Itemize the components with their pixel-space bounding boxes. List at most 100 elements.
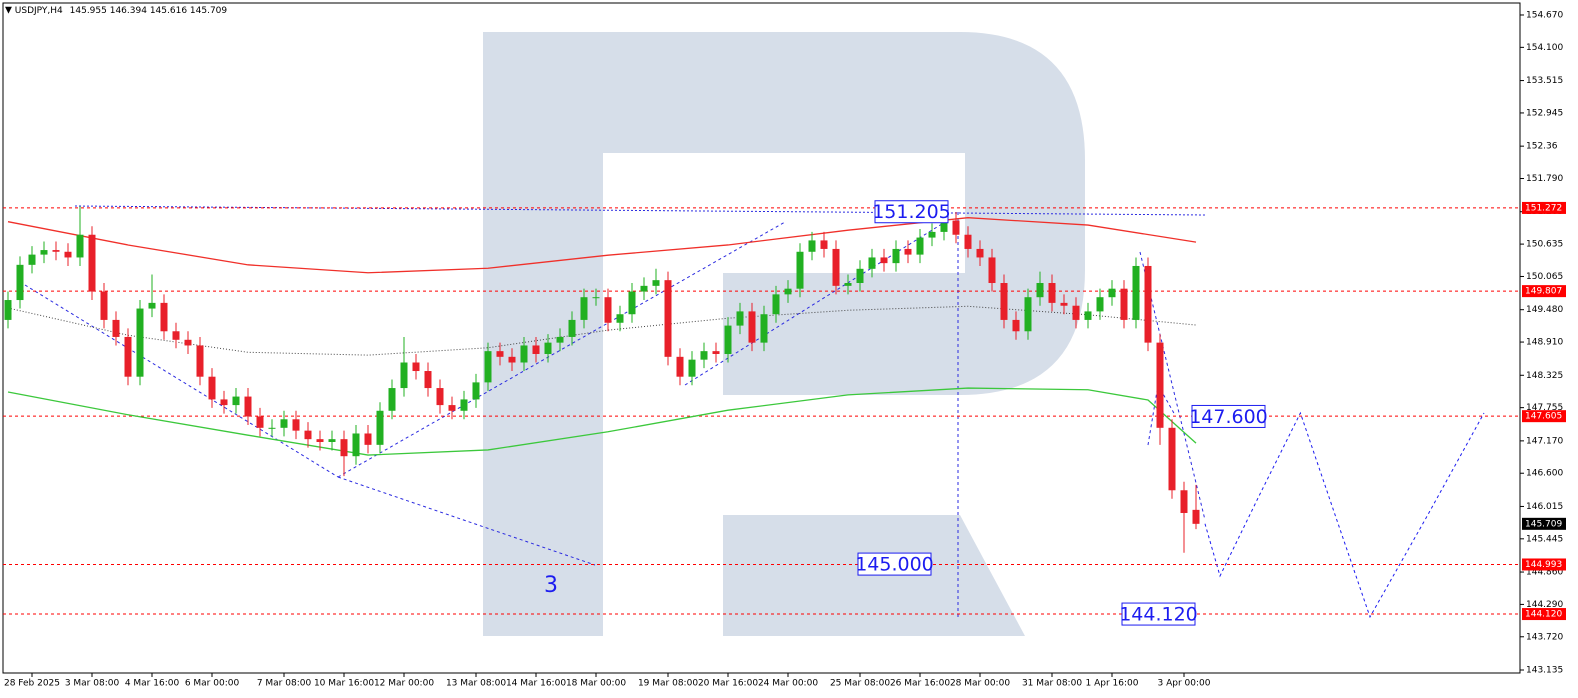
annotation-label: 144.120	[1119, 604, 1198, 626]
level-label-box	[1522, 201, 1566, 214]
x-tick-label: 3 Mar 08:00	[65, 679, 120, 689]
candle-body	[880, 257, 888, 264]
candle-body	[328, 439, 336, 443]
candle-body	[976, 248, 984, 258]
x-tick-label: 19 Mar 08:00	[638, 679, 698, 689]
annotation-label: 147.600	[1189, 406, 1268, 428]
candle-body	[736, 311, 744, 326]
level-label-box	[1522, 410, 1566, 423]
y-tick-label: 152.945	[1526, 108, 1563, 118]
candle-body	[712, 351, 720, 354]
high: 146.394	[110, 6, 147, 16]
candle-body	[1168, 427, 1176, 491]
wave-line	[337, 221, 786, 478]
level-label-box	[1522, 558, 1566, 571]
plot-frame	[2, 2, 1521, 674]
candle-body	[628, 291, 636, 315]
x-tick-label: 4 Mar 16:00	[125, 679, 180, 689]
y-tick-label: 146.015	[1526, 502, 1563, 512]
candle-body	[124, 336, 132, 377]
candle-body	[808, 240, 816, 252]
candle-body	[580, 297, 588, 320]
candle-body	[496, 351, 504, 357]
close: 145.709	[190, 6, 227, 16]
candle-body	[268, 427, 276, 429]
candle-body	[1036, 283, 1044, 298]
candle-body	[76, 234, 84, 258]
candle-body	[1108, 288, 1116, 298]
candle-body	[160, 302, 168, 332]
candle-body	[964, 234, 972, 249]
candle-body	[772, 294, 780, 315]
candle-body	[472, 382, 480, 400]
x-tick-label: 28 Mar 00:00	[950, 679, 1010, 689]
candle-body	[832, 248, 840, 286]
annotation-label: 145.000	[855, 554, 934, 576]
candle-body	[148, 302, 156, 309]
x-tick-label: 7 Mar 08:00	[257, 679, 312, 689]
candle-body	[796, 251, 804, 289]
x-tick-label: 14 Mar 16:00	[506, 679, 566, 689]
candle-body	[136, 308, 144, 377]
candle-body	[748, 311, 756, 343]
candle-body	[532, 345, 540, 354]
annotation-box	[1191, 404, 1266, 428]
candle-body	[1060, 302, 1068, 306]
candle-body	[1072, 305, 1080, 320]
candle-body	[652, 280, 660, 286]
candle-body	[940, 220, 948, 232]
candle-body	[448, 405, 456, 411]
x-tick-label: 6 Mar 00:00	[185, 679, 240, 689]
y-tick-label: 143.135	[1526, 665, 1563, 675]
x-tick-label: 24 Mar 00:00	[758, 679, 818, 689]
candle-body	[1000, 283, 1008, 320]
candle-body	[916, 237, 924, 255]
y-tick-label: 150.635	[1526, 240, 1563, 250]
candle-body	[1144, 265, 1152, 343]
x-tick-label: 18 Mar 00:00	[566, 679, 626, 689]
candle-body	[352, 433, 360, 457]
wave-line	[1139, 251, 1206, 521]
level-label: 147.605	[1525, 412, 1562, 422]
candle-body	[1024, 297, 1032, 332]
candle-body	[1096, 297, 1104, 312]
candle-body	[592, 297, 600, 299]
candle-body	[16, 264, 24, 301]
candle-body	[88, 234, 96, 292]
candle-body	[4, 300, 12, 320]
candle-body	[1156, 342, 1164, 428]
forecast-line	[1204, 411, 1485, 619]
candle-body	[196, 345, 204, 377]
x-tick-label: 10 Mar 16:00	[314, 679, 374, 689]
x-tick-label: 20 Mar 16:00	[698, 679, 758, 689]
x-tick-label: 31 Mar 08:00	[1022, 679, 1082, 689]
x-tick-label: 1 Apr 16:00	[1086, 679, 1139, 689]
candle-body	[112, 319, 120, 337]
y-tick-label: 154.670	[1526, 10, 1563, 20]
candle-body	[232, 396, 240, 406]
candle-body	[52, 250, 60, 252]
candle-body	[1132, 265, 1140, 320]
wave-label: 3	[544, 573, 558, 598]
candle-body	[724, 325, 732, 354]
candle-body	[184, 339, 192, 346]
candle-body	[1012, 319, 1020, 332]
y-tick-label: 147.755	[1526, 403, 1563, 413]
candle-body	[1084, 311, 1092, 320]
candle-body	[508, 356, 516, 363]
y-tick-label: 144.290	[1526, 600, 1563, 610]
open: 145.955	[70, 6, 107, 16]
level-label: 151.272	[1525, 203, 1562, 213]
candle-body	[844, 283, 852, 286]
candle-body	[928, 231, 936, 238]
y-tick-label: 154.100	[1526, 43, 1563, 53]
candle-body	[556, 336, 564, 343]
y-tick-label: 151.790	[1526, 174, 1563, 184]
candle-body	[520, 345, 528, 363]
candle-body	[1180, 490, 1188, 513]
x-tick-label: 3 Apr 00:00	[1158, 679, 1211, 689]
candle-body	[1048, 283, 1056, 303]
candle-body	[1192, 509, 1200, 524]
candle-body	[616, 314, 624, 323]
